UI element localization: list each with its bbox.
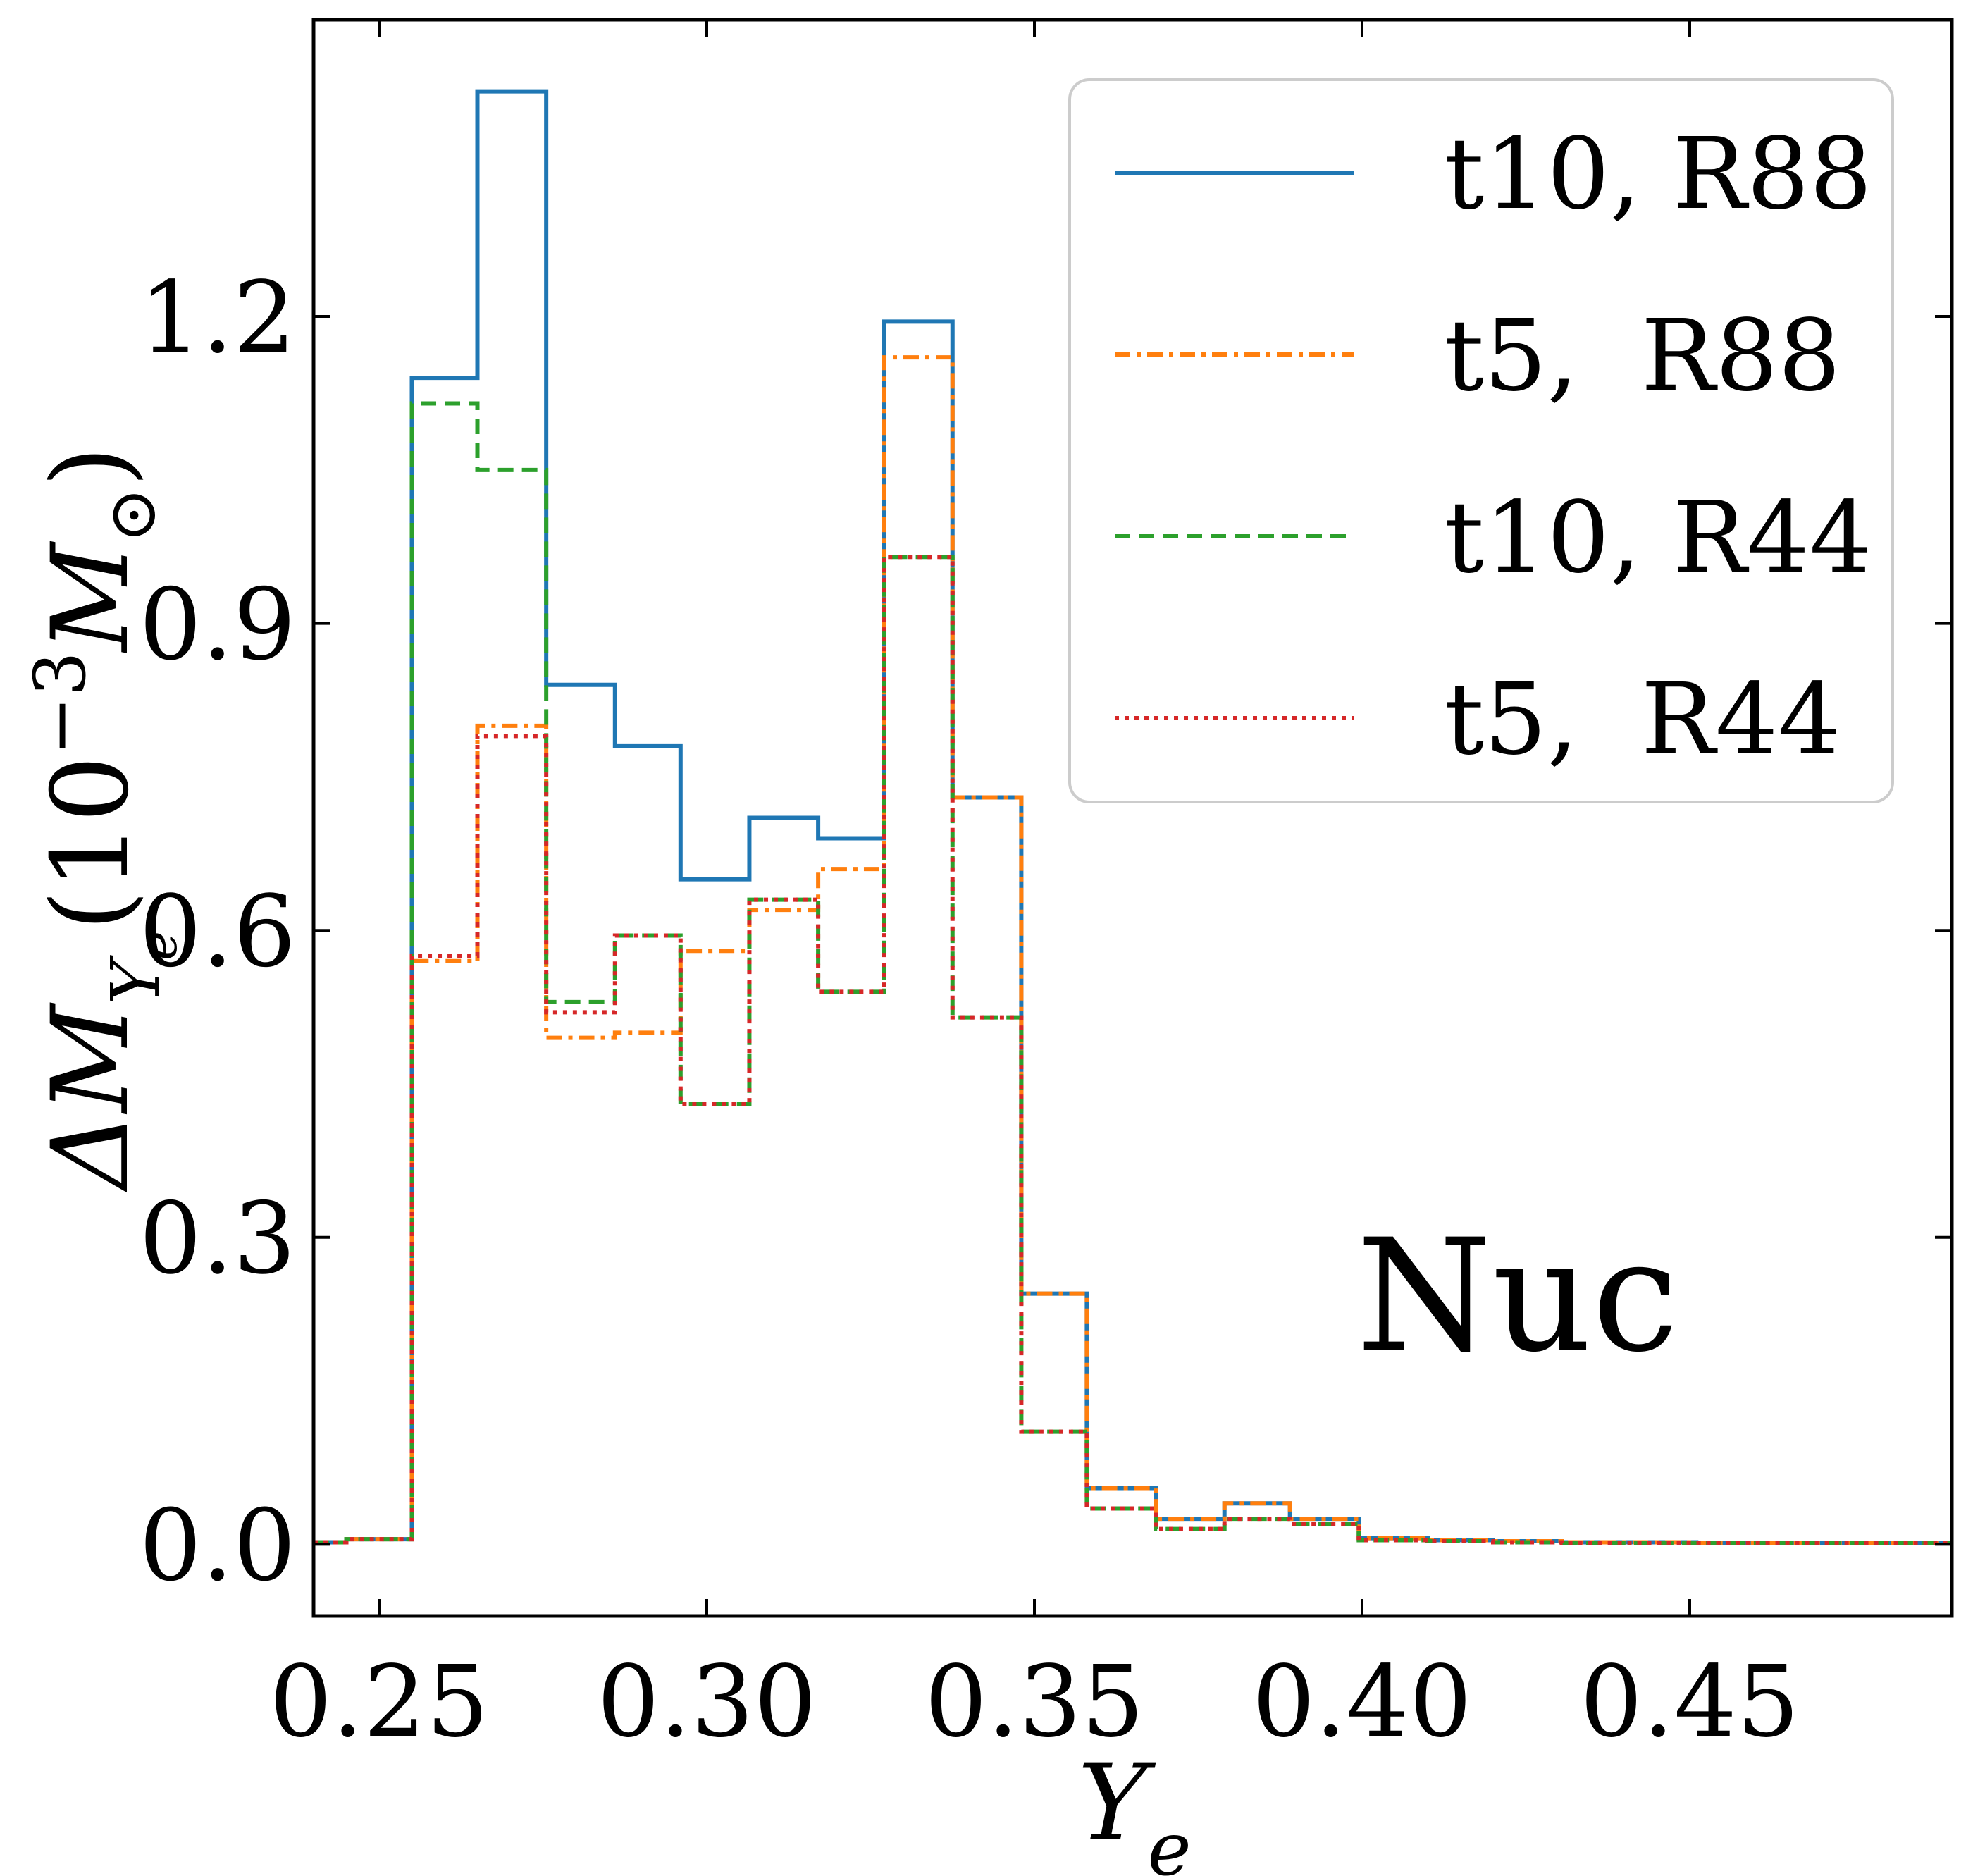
legend-label-3: t10, R44 <box>1445 481 1872 595</box>
x-tick-label: 0.25 <box>269 1645 489 1760</box>
y-tick-label: 0.3 <box>139 1182 296 1297</box>
y-axis-label-part-2: Y <box>97 954 175 1004</box>
x-axis-label: Ye <box>1077 1742 1191 1876</box>
legend-label-4: t5, R44 <box>1445 662 1841 777</box>
x-tick-label: 0.40 <box>1252 1645 1472 1760</box>
y-tick-label: 0.9 <box>139 568 296 683</box>
x-tick-label: 0.35 <box>924 1645 1144 1760</box>
x-axis-label-main: Y <box>1077 1742 1156 1865</box>
y-axis-label-part-5: −3 <box>19 651 101 755</box>
x-tick-label: 0.30 <box>597 1645 817 1760</box>
annotation-nuc: Nuc <box>1356 1206 1678 1386</box>
y-axis-label-part-7: ⊙ <box>94 487 171 543</box>
x-tick-label: 0.45 <box>1580 1645 1800 1760</box>
y-axis-label-part-1: ΔM <box>30 1002 152 1192</box>
legend-label-1: t10, R88 <box>1445 117 1872 232</box>
series-line-4 <box>314 555 1952 1545</box>
y-axis-label-part-3: e <box>130 931 188 960</box>
y-tick-label: 0.6 <box>139 875 296 989</box>
y-tick-label: 1.2 <box>139 261 296 376</box>
series-line-3 <box>314 401 1952 1545</box>
y-tick-label: 0.0 <box>139 1488 296 1603</box>
y-axis-label-part-4: (10 <box>30 755 152 931</box>
legend-box <box>1068 78 1894 803</box>
ticks-layer: 0.25 0.30 0.35 0.40 0.45 0.0 0.3 0.6 0.9 1.2 <box>139 20 1952 1760</box>
series-layer <box>314 89 1952 1545</box>
legend-label-2: t5, R88 <box>1445 299 1841 414</box>
y-axis-label-part-6: M <box>30 541 152 653</box>
plot-frame <box>311 18 1954 1618</box>
x-axis-label-sub: e <box>1147 1806 1191 1876</box>
legend: t10, R88 t5, R88 t10, R44 t5, R44 <box>1068 78 1894 803</box>
y-axis-label-part-8: ) <box>30 446 152 488</box>
y-axis-label: ΔMYe(10−3M⊙) <box>19 446 188 1193</box>
